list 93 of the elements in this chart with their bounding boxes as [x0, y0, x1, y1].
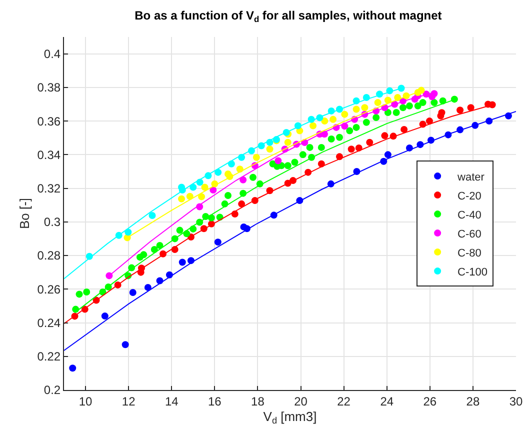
point — [321, 118, 328, 125]
point — [438, 109, 446, 116]
x-tick-label: 12 — [122, 394, 136, 408]
y-axis-title: Bo [-] — [17, 198, 32, 230]
point — [249, 174, 256, 181]
point — [362, 118, 370, 126]
x-tick-label: 28 — [466, 394, 480, 408]
x-tick-label: 14 — [164, 394, 179, 408]
y-tick-label: 0.34 — [37, 148, 61, 162]
point — [284, 138, 292, 146]
point — [284, 162, 292, 170]
legend-label: water — [456, 171, 485, 184]
point — [76, 290, 83, 298]
x-tick-label: 10 — [78, 394, 93, 408]
point — [214, 168, 222, 176]
point — [419, 99, 426, 106]
point — [198, 193, 206, 200]
point — [210, 186, 217, 194]
point — [384, 151, 392, 158]
point — [144, 284, 152, 291]
point — [238, 200, 246, 208]
legend-label: C-60 — [458, 228, 482, 240]
point — [400, 104, 406, 112]
legend-label: C-20 — [458, 190, 482, 202]
point — [122, 341, 129, 348]
x-tick-label: 24 — [380, 394, 394, 408]
point — [392, 108, 400, 116]
point — [381, 132, 388, 140]
point — [406, 102, 413, 110]
point — [240, 176, 247, 184]
point — [336, 134, 343, 141]
legend-label: C-100 — [458, 266, 488, 278]
point — [328, 136, 335, 143]
x-tick-label: 16 — [208, 394, 222, 408]
point — [201, 184, 208, 191]
point — [178, 195, 186, 202]
point — [400, 126, 408, 133]
point — [374, 99, 382, 106]
point — [341, 110, 348, 118]
legend-label: C-80 — [458, 247, 482, 260]
point — [291, 158, 298, 166]
point — [467, 104, 474, 112]
point — [83, 288, 90, 296]
point — [299, 151, 306, 158]
point — [348, 146, 355, 153]
x-tick-label: 22 — [337, 394, 351, 408]
y-tick-label: 0.26 — [37, 282, 61, 296]
point — [129, 289, 136, 296]
point — [352, 106, 360, 113]
y-tick-label: 0.22 — [37, 350, 61, 364]
point — [266, 146, 274, 153]
y-tick-label: 0.38 — [37, 80, 61, 95]
point — [330, 116, 337, 123]
y-tick-label: 0.32 — [37, 181, 61, 196]
point — [101, 312, 108, 320]
point — [310, 122, 317, 130]
x-axis-title: V$_{d}$ [mm3] — [263, 409, 317, 426]
point — [318, 144, 325, 151]
x-tick-label: 30 — [509, 394, 523, 408]
point — [69, 364, 76, 372]
point — [428, 93, 436, 100]
point — [176, 226, 184, 234]
x-tick-label: 20 — [294, 394, 308, 408]
point — [190, 184, 197, 191]
point — [372, 114, 380, 122]
y-tick-label: 0.3 — [44, 215, 61, 230]
point — [414, 102, 422, 110]
chart-title: Bo as a function of V$_{d}$ for all samples, without magnet — [134, 8, 442, 24]
y-tick-label: 0.36 — [37, 114, 61, 128]
x-tick-label: 26 — [423, 394, 437, 408]
point — [214, 238, 222, 246]
point — [140, 251, 148, 258]
point — [148, 212, 156, 220]
point — [426, 118, 433, 125]
point — [346, 127, 354, 134]
y-tick-label: 0.28 — [37, 248, 61, 263]
point — [384, 108, 392, 116]
line-series — [64, 110, 516, 351]
y-tick-label: 0.2 — [44, 383, 61, 398]
point — [274, 157, 282, 164]
y-tick-label: 0.24 — [37, 316, 61, 330]
point — [352, 124, 360, 131]
point — [252, 154, 260, 161]
point — [306, 144, 314, 151]
point — [224, 192, 232, 200]
legend-label: C-40 — [458, 209, 482, 222]
point — [361, 104, 368, 112]
point — [456, 106, 464, 114]
point — [178, 258, 186, 266]
x-tick-label: 18 — [251, 394, 265, 408]
point — [430, 99, 438, 106]
y-tick-label: 0.4 — [44, 47, 61, 62]
point — [366, 138, 374, 146]
